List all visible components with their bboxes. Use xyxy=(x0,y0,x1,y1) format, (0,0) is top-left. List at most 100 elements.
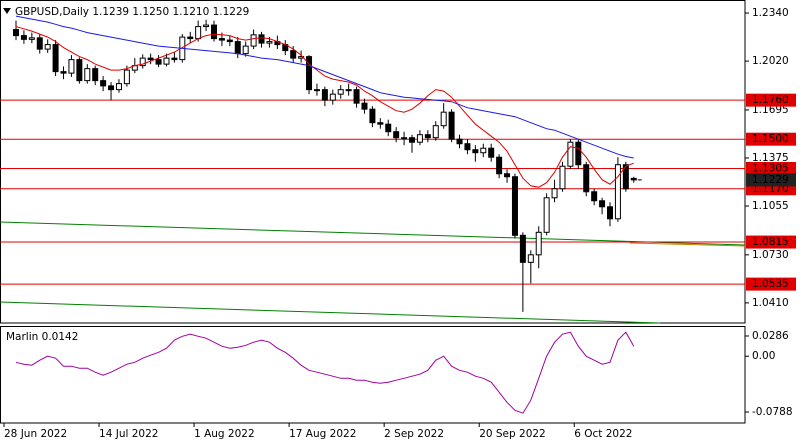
candle-body xyxy=(306,56,313,91)
candle-body xyxy=(535,231,542,256)
candle-body xyxy=(76,59,83,82)
candle-body xyxy=(543,197,550,233)
candle-body xyxy=(329,93,336,101)
candle-body xyxy=(100,80,107,87)
candle-body xyxy=(480,147,487,154)
candle-body xyxy=(504,173,511,178)
candle-body xyxy=(13,29,19,37)
candle-body xyxy=(472,149,479,154)
candle-body xyxy=(607,206,613,220)
x-tick-label: 14 Jul 2022 xyxy=(99,428,158,440)
candle-body xyxy=(234,41,241,55)
candle-body xyxy=(361,102,368,110)
candle-body xyxy=(345,89,352,92)
candle-body xyxy=(369,108,376,124)
candle-body xyxy=(163,57,170,65)
candle-body xyxy=(52,44,59,73)
level-label-box xyxy=(746,132,796,146)
x-tick-label: 6 Oct 2022 xyxy=(574,428,632,440)
candle-body xyxy=(488,147,495,158)
level-label-box xyxy=(746,161,796,175)
chart-title: GBPUSD,Daily 1.1239 1.1250 1.1210 1.1229 xyxy=(15,6,249,18)
trend-line xyxy=(0,301,661,324)
candle-body xyxy=(377,122,384,125)
candle-body xyxy=(313,89,320,92)
candle-body xyxy=(424,134,431,139)
candle-body xyxy=(409,137,415,143)
candle-body xyxy=(448,111,455,140)
candle-body xyxy=(266,41,273,44)
moving-average xyxy=(15,15,634,159)
x-tick-label: 20 Sep 2022 xyxy=(479,428,546,440)
candle-body xyxy=(115,83,122,91)
candle-body xyxy=(519,234,526,263)
candle-body xyxy=(195,26,202,40)
candle-body xyxy=(139,57,146,67)
candle-body xyxy=(108,85,115,91)
level-label: 1.0815 xyxy=(752,236,789,248)
candle-body xyxy=(28,37,35,40)
candle-body xyxy=(527,254,534,263)
candle-body xyxy=(60,71,67,74)
candle-body xyxy=(456,138,463,145)
candle-body xyxy=(242,45,249,55)
moving-average xyxy=(15,26,634,188)
candle-body xyxy=(321,89,328,101)
candle-body xyxy=(92,68,99,82)
level-label-box xyxy=(746,93,796,107)
indicator-label: Marlin 0.0142 xyxy=(6,331,78,343)
level-label-box xyxy=(746,235,796,249)
plot-layer: 1.2340 1.2020 1.1695 1.1375 1.1055 1.0730 1.04… xyxy=(0,7,796,440)
candle-body xyxy=(432,125,439,139)
current-price-box xyxy=(746,173,796,187)
candle-body xyxy=(258,34,265,44)
candle-body xyxy=(559,165,566,190)
y-tick-label: -0.0788 xyxy=(752,406,793,418)
candle-body xyxy=(599,200,606,208)
candle-body xyxy=(567,141,574,167)
candle-body xyxy=(123,69,130,85)
x-tick-label: 17 Aug 2022 xyxy=(289,428,356,440)
indicator-panel-border xyxy=(0,326,746,424)
candle-body xyxy=(416,134,423,143)
y-tick-label: 0.0286 xyxy=(752,330,789,342)
y-tick-label: 0.00 xyxy=(752,350,775,362)
menu-triangle[interactable] xyxy=(3,8,11,14)
candle-body xyxy=(583,164,590,193)
candle-body xyxy=(226,39,233,43)
candle-body xyxy=(496,156,503,175)
candle-body xyxy=(290,50,297,59)
candle-body xyxy=(218,38,225,41)
candle-body xyxy=(385,123,392,133)
candle-body xyxy=(147,57,154,61)
level-label-box xyxy=(746,277,796,291)
level-label: 1.0535 xyxy=(752,278,789,290)
y-tick-label: 1.1055 xyxy=(752,200,789,212)
candle-body xyxy=(353,89,360,104)
candle-body xyxy=(393,131,400,139)
x-tick-label: 2 Sep 2022 xyxy=(384,428,444,440)
y-tick-label: 1.0730 xyxy=(752,249,789,261)
candle-body xyxy=(68,59,75,74)
candle-body xyxy=(614,164,621,220)
candle-body xyxy=(337,89,344,95)
trend-line xyxy=(0,221,746,246)
candle-body xyxy=(401,137,408,140)
y-tick-label: 1.2020 xyxy=(752,55,789,67)
current-price-label: 1.1229 xyxy=(752,174,789,186)
x-tick-label: 28 Jun 2022 xyxy=(4,428,67,440)
candle-body xyxy=(84,68,91,82)
y-tick-label: 1.1695 xyxy=(752,104,789,116)
candle-body xyxy=(187,36,194,40)
trend-line xyxy=(629,242,746,247)
level-label: 1.1760 xyxy=(752,94,789,106)
candle-body xyxy=(211,24,217,40)
candle-body xyxy=(551,188,558,199)
level-label: 1.1500 xyxy=(752,133,789,145)
candle-body xyxy=(591,191,598,202)
candle-body xyxy=(250,34,257,47)
candle-body xyxy=(36,37,43,50)
candle-body xyxy=(464,143,471,151)
